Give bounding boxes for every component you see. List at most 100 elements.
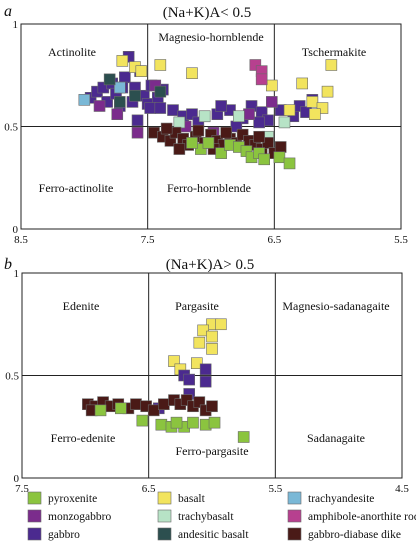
x-tick-label: 5.5 — [268, 483, 282, 495]
field-label-magnesio-sadanagaite: Magnesio-sadanagaite — [282, 299, 389, 313]
data-point-pyroxenite — [155, 418, 168, 431]
x-tick-label: 7.5 — [15, 483, 29, 495]
data-point-trachybasalt — [233, 110, 245, 123]
legend-swatch-basalt — [157, 491, 172, 505]
panel-a-label: a — [4, 3, 12, 20]
data-point-pyroxenite — [208, 416, 221, 429]
data-point-gabbro-diabase-dike — [262, 137, 274, 149]
field-label-ferro-hornblende: Ferro-hornblende — [167, 181, 251, 195]
data-point-gabbro-diabase-dike — [158, 398, 170, 411]
data-point-pyroxenite — [195, 143, 207, 155]
data-point-pyroxenite — [170, 416, 183, 429]
legend-swatch-gabbro — [27, 527, 42, 541]
legend: pyroxenite basalt trachyandesite monzogabbr… — [27, 491, 416, 541]
data-point-pyroxenite — [258, 153, 271, 166]
legend-swatch-amphibole-anorthite-rock — [287, 509, 302, 523]
data-point-gabbro-diabase-dike — [147, 404, 160, 417]
y-tick-label: 0 — [13, 224, 19, 236]
panel-a-x-ticks: 8.5 7.5 6.5 5.5 — [14, 234, 408, 246]
legend-label-gabbro: gabbro — [48, 529, 80, 541]
data-point-gabbro-diabase-dike — [130, 398, 142, 411]
x-tick-label: 4.5 — [395, 483, 409, 495]
data-point-basalt — [321, 85, 334, 98]
x-tick-label: 6.5 — [142, 483, 156, 495]
data-point-gabbro-diabase-dike — [180, 394, 193, 406]
legend-label-monzogabbro: monzogabbro — [48, 511, 111, 523]
data-point-basalt — [316, 102, 329, 114]
data-point-monzogabbro — [93, 100, 106, 112]
y-tick-label: 0 — [14, 473, 20, 485]
legend-label-pyroxenite: pyroxenite — [48, 493, 97, 505]
data-point-gabbro — [167, 104, 179, 116]
data-point-basalt — [154, 59, 167, 71]
data-point-basalt — [116, 55, 129, 67]
data-point-basalt — [296, 77, 309, 90]
data-point-monzogabbro — [111, 108, 124, 120]
panel-a-title: (Na+K)A< 0.5 — [163, 5, 252, 21]
field-label-sadanagaite: Sadanagaite — [307, 431, 365, 445]
panel-b-title: (Na+K)A> 0.5 — [166, 257, 255, 273]
legend-swatch-trachybasalt — [157, 509, 172, 523]
data-point-gabbro — [119, 71, 131, 84]
data-point-basalt — [186, 67, 198, 79]
x-tick-label: 7.5 — [141, 234, 155, 246]
x-tick-label: 8.5 — [14, 234, 28, 246]
field-label-tschermakite: Tschermakite — [302, 45, 366, 59]
legend-label-amphibole-anorthite-rock: amphibole-anorthite rock — [308, 511, 416, 523]
panel-a-field-dividers — [21, 24, 401, 229]
panel-b-y-ticks: 00.51 — [5, 268, 19, 485]
legend-label-gabbro-diabase-dike: gabbro-diabase dike — [308, 529, 401, 541]
field-label-actinolite: Actinolite — [48, 45, 96, 59]
data-point-basalt — [283, 104, 296, 116]
data-point-pyroxenite — [136, 414, 149, 427]
data-point-andesitic-basalt — [114, 96, 126, 108]
panel-a-field-labels: Actinolite Magnesio-hornblende Tschermak… — [39, 30, 367, 195]
panel-b-field-labels: Edenite Pargasite Magnesio-sadanagaite F… — [51, 299, 390, 458]
data-point-amphibole-anorthite-rock — [255, 73, 268, 86]
data-point-pyroxenite — [187, 416, 199, 429]
legend-label-trachybasalt: trachybasalt — [178, 511, 234, 523]
data-point-gabbro — [186, 108, 198, 120]
field-label-ferro-pargasite: Ferro-pargasite — [175, 444, 248, 458]
panel-a-y-ticks: 00.51 — [4, 19, 18, 236]
data-point-monzogabbro — [265, 96, 278, 108]
data-point-andesitic-basalt — [154, 85, 167, 98]
panel-a-data-points — [78, 50, 338, 170]
data-point-basalt — [168, 355, 180, 367]
data-point-pyroxenite — [273, 151, 286, 164]
field-label-pargasite: Pargasite — [175, 299, 219, 313]
field-label-edenite: Edenite — [63, 299, 100, 313]
data-point-pyroxenite — [202, 137, 215, 149]
y-tick-label: 0.5 — [4, 122, 18, 134]
data-point-gabbro — [215, 100, 227, 112]
data-point-gabbro-diabase-dike — [192, 124, 205, 137]
data-point-basalt — [265, 79, 278, 92]
data-point-gabbro-diabase-dike — [220, 126, 232, 139]
field-label-ferro-edenite: Ferro-edenite — [51, 431, 116, 445]
data-point-basalt — [206, 343, 218, 355]
data-point-monzogabbro — [243, 108, 255, 120]
data-point-gabbro-diabase-dike — [193, 396, 206, 408]
data-point-trachybasalt — [278, 116, 291, 129]
legend-swatch-monzogabbro — [27, 509, 42, 523]
legend-label-basalt: basalt — [178, 493, 206, 505]
field-label-magnesio-hornblende: Magnesio-hornblende — [158, 30, 263, 44]
data-point-pyroxenite — [237, 431, 250, 443]
data-point-monzogabbro — [131, 126, 144, 139]
data-point-trachybasalt — [198, 110, 211, 123]
data-point-gabbro — [131, 114, 144, 127]
data-point-gabbro — [199, 375, 212, 388]
x-tick-label: 5.5 — [394, 234, 408, 246]
data-point-basalt — [135, 65, 148, 77]
y-tick-label: 1 — [13, 19, 19, 31]
legend-swatch-andesitic-basalt — [157, 527, 172, 541]
data-point-gabbro-diabase-dike — [236, 128, 249, 141]
data-point-basalt — [325, 59, 338, 71]
data-point-basalt — [215, 318, 227, 331]
data-point-gabbro-diabase-dike — [173, 143, 186, 155]
data-point-basalt — [309, 108, 321, 120]
legend-label-trachyandesite: trachyandesite — [308, 493, 374, 505]
data-point-gabbro — [144, 102, 156, 114]
data-point-basalt — [191, 357, 203, 370]
